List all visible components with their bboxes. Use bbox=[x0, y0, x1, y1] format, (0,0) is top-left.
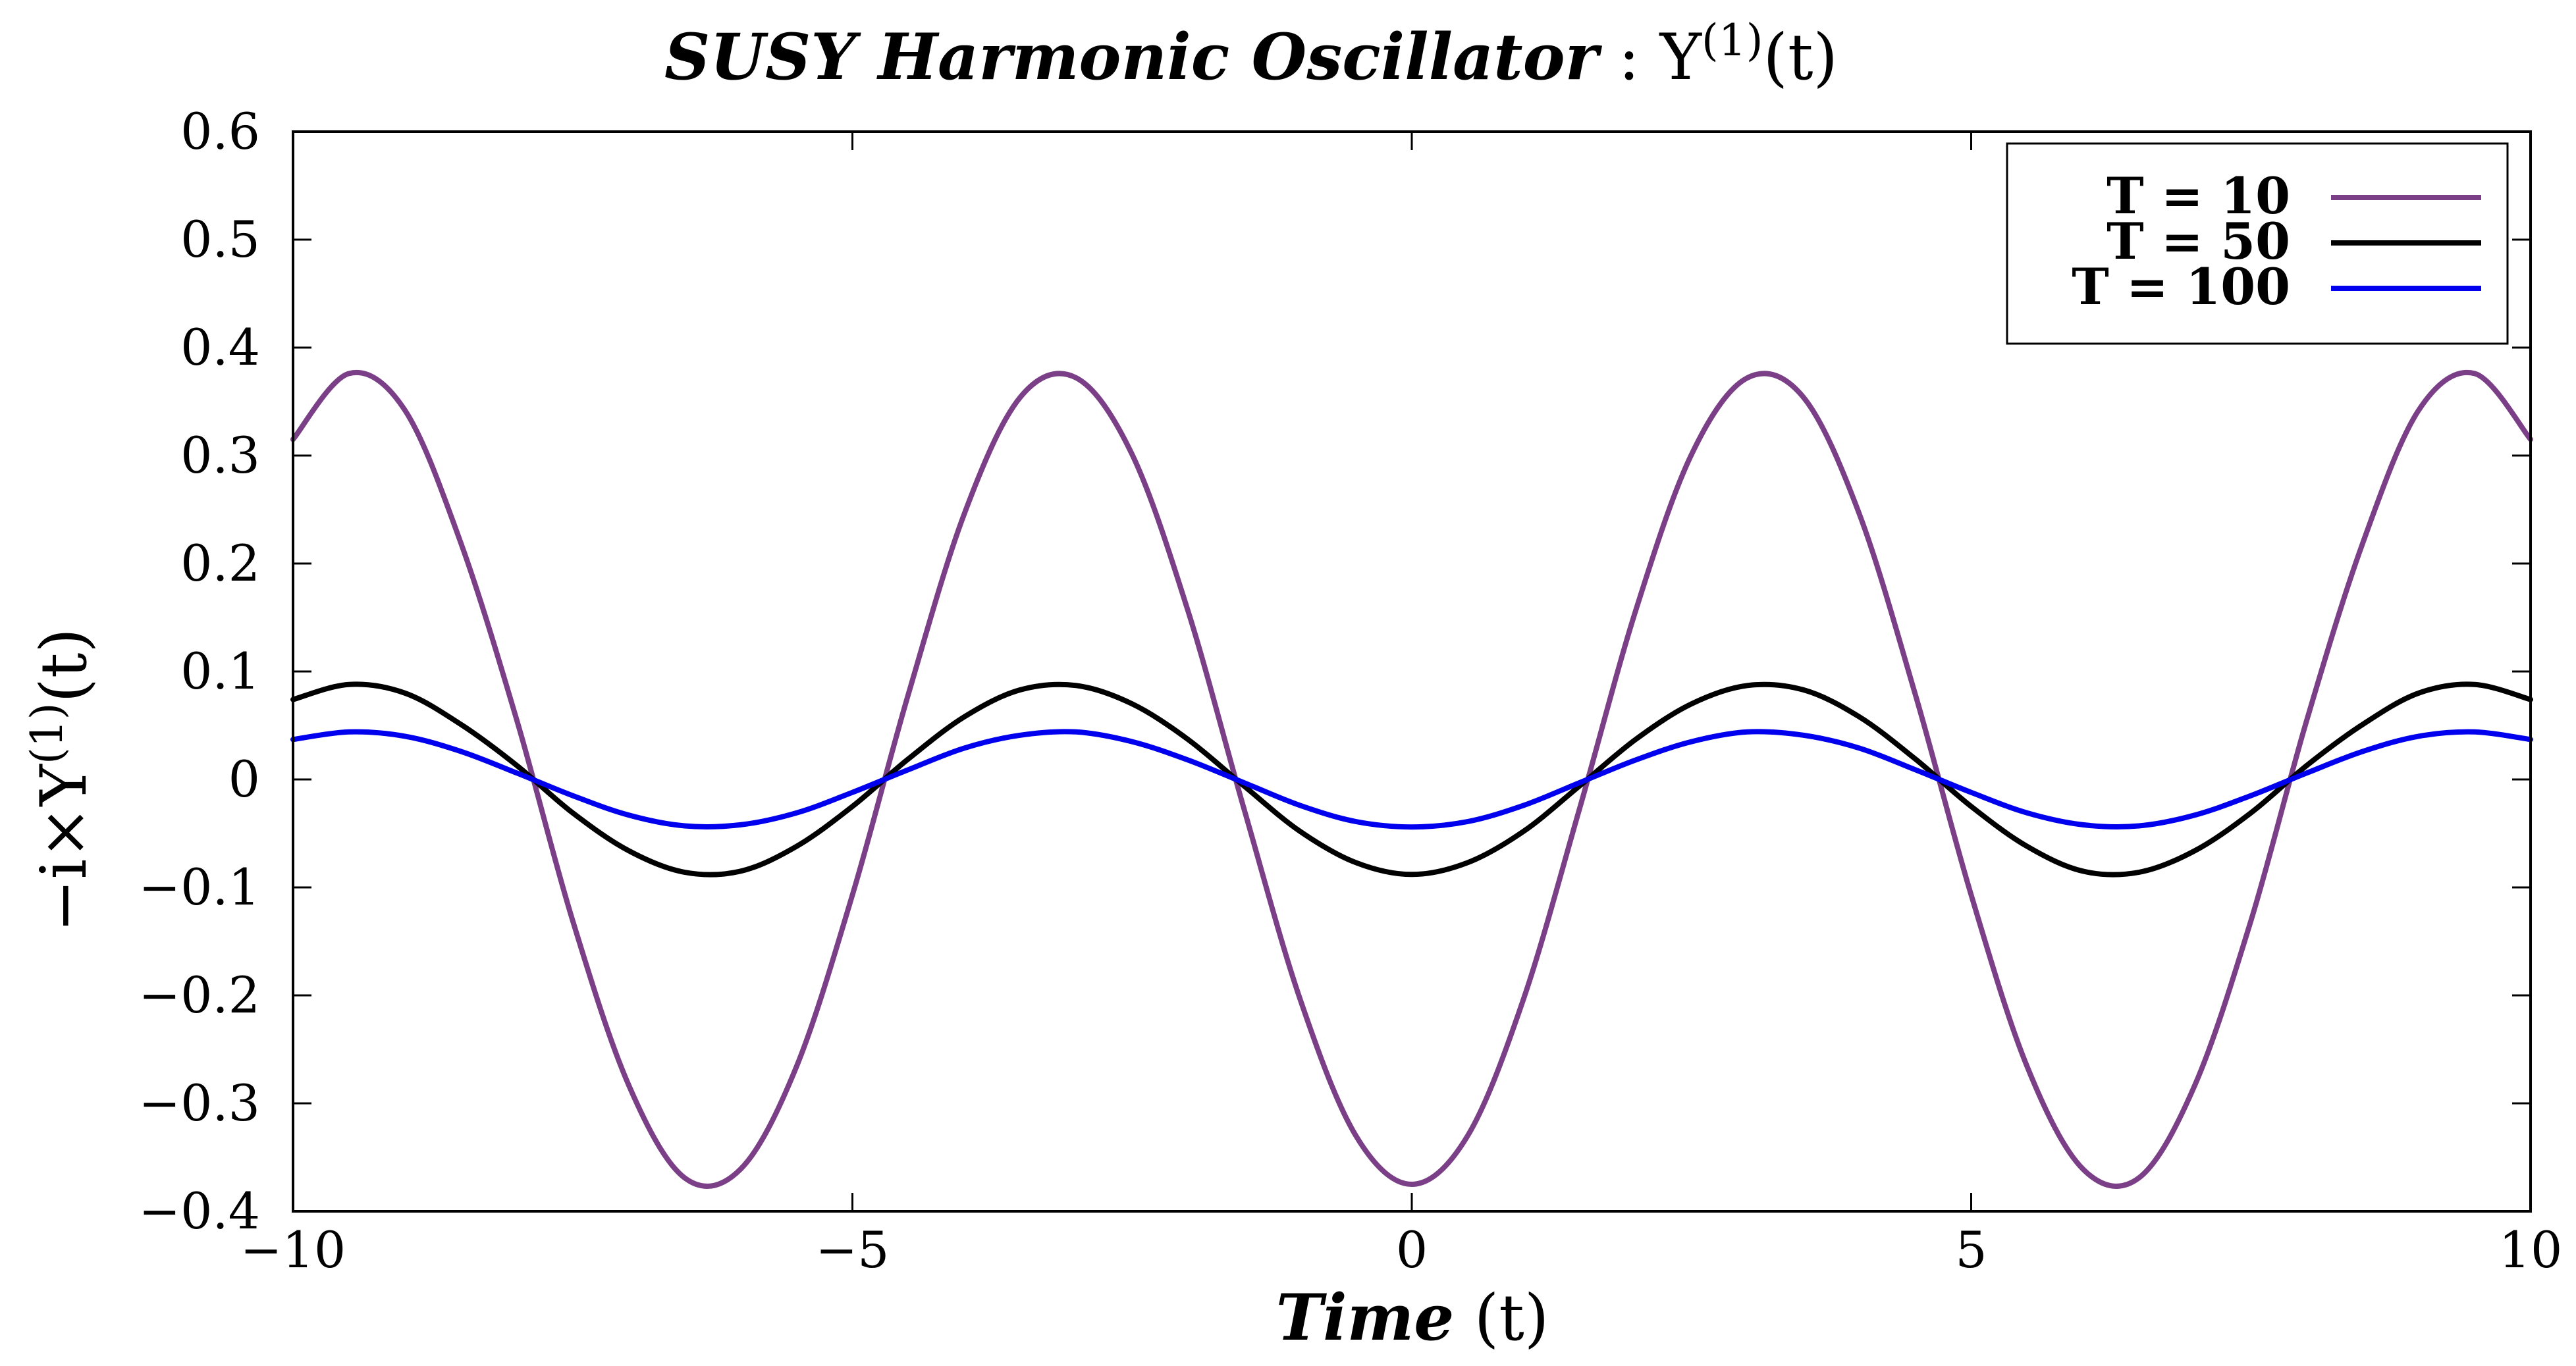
y-tick-label: 0.2 bbox=[180, 534, 260, 592]
chart-title-superscript: (1) bbox=[1702, 15, 1763, 66]
y-tick-label: −0.3 bbox=[138, 1074, 260, 1132]
x-tick-label: −5 bbox=[815, 1221, 889, 1279]
y-axis-title-suffix: (t) bbox=[27, 628, 101, 702]
y-tick-label: 0.5 bbox=[180, 210, 260, 269]
x-tick-label: 0 bbox=[1396, 1221, 1428, 1279]
y-tick-label: −0.1 bbox=[138, 858, 260, 916]
x-tick-label: −10 bbox=[240, 1221, 346, 1279]
y-tick-label: 0 bbox=[228, 750, 260, 808]
legend-label-3: T = 100 bbox=[2072, 257, 2290, 316]
chart-title-symbol: Y bbox=[1659, 20, 1703, 94]
y-tick-label: −0.4 bbox=[138, 1182, 260, 1240]
y-axis-title-prefix: −i×Y bbox=[27, 763, 101, 932]
x-axis-title-rest: (t) bbox=[1454, 1281, 1549, 1355]
chart-title-separator: : bbox=[1598, 20, 1659, 94]
plot-frame bbox=[292, 130, 2532, 1213]
plot-lines bbox=[290, 370, 2533, 1189]
y-tick-label: 0.4 bbox=[180, 318, 260, 377]
chart-title-main: SUSY Harmonic Oscillator bbox=[664, 20, 1603, 94]
chart-title: SUSY Harmonic Oscillator : Y(1)(t) bbox=[664, 15, 1838, 94]
axis-ticks: −10 −5 0 5 10 −0.4 −0.3 −0.2 −0.1 0 0.1 0.2 0.3 0.4 0.… bbox=[138, 102, 2562, 1279]
legend: T = 10T = 50T = 100 bbox=[2006, 142, 2509, 345]
x-axis-title-main: Time bbox=[1276, 1280, 1455, 1355]
y-tick-label: 0.3 bbox=[180, 426, 260, 485]
series-line-3 bbox=[290, 729, 2533, 830]
svg-text:SUSY Harmonic Oscillator : Y(1: SUSY Harmonic Oscillator : Y(1)(t) bbox=[664, 15, 1838, 94]
x-axis-title: Time (t) bbox=[1276, 1280, 1549, 1355]
x-tick-label: 10 bbox=[2499, 1221, 2563, 1279]
chart-title-argument: (t) bbox=[1763, 20, 1838, 94]
series-line-2 bbox=[290, 681, 2533, 878]
y-axis-title: −i×Y(1)(t) bbox=[22, 628, 101, 932]
svg-text:−i×Y(1)(t): −i×Y(1)(t) bbox=[22, 628, 101, 932]
y-tick-label: −0.2 bbox=[138, 966, 260, 1024]
legend-label-1: T = 10 bbox=[2106, 167, 2290, 225]
x-tick-label: 5 bbox=[1955, 1221, 1987, 1279]
y-tick-label: 0.1 bbox=[180, 642, 260, 700]
legend-label-2: T = 50 bbox=[2106, 212, 2290, 271]
series-line-1 bbox=[290, 370, 2533, 1189]
y-axis-title-superscript: (1) bbox=[22, 703, 72, 765]
svg-text:Time (t): Time (t) bbox=[1276, 1280, 1549, 1355]
y-tick-label: 0.6 bbox=[180, 102, 260, 161]
